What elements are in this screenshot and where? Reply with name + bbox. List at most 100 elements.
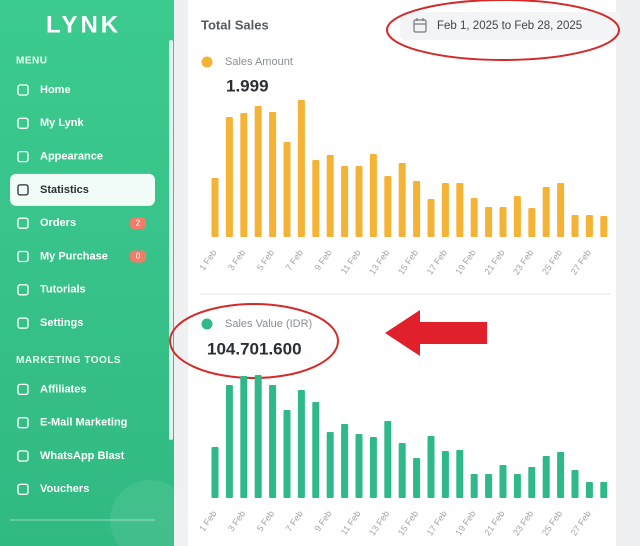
bar	[398, 163, 406, 237]
menu-item[interactable]: Appearance	[17, 150, 103, 163]
menu-item[interactable]: E-Mail Marketing	[17, 417, 127, 429]
bar	[312, 402, 320, 498]
total-value: 104.701.600	[207, 339, 302, 358]
date-range: Feb 1, 2025 to Feb 28, 2025	[437, 20, 582, 32]
logo: LYNK	[46, 11, 121, 38]
scrollbar	[169, 40, 173, 440]
bar	[225, 385, 233, 498]
arrow	[385, 310, 487, 356]
bar	[528, 467, 536, 498]
bar	[600, 482, 608, 498]
legend-dot	[201, 318, 213, 330]
bar	[269, 112, 277, 237]
bar	[326, 155, 334, 237]
bar	[427, 436, 435, 498]
menu-icon	[17, 250, 29, 263]
bar	[571, 470, 579, 498]
menu-label: WhatsApp Blast	[40, 450, 125, 462]
menu-item[interactable]: Home	[17, 84, 71, 96]
bar	[600, 216, 608, 237]
total-value: 1.999	[226, 76, 269, 95]
menu-item[interactable]: My Lynk	[17, 117, 84, 129]
badge-count: 0	[136, 252, 141, 261]
bar	[557, 452, 565, 498]
bar	[470, 198, 478, 237]
bar	[398, 443, 406, 498]
sidebar	[0, 0, 174, 546]
menu-label: Statistics	[40, 184, 89, 196]
menu-item[interactable]: Settings	[17, 317, 83, 329]
bar	[283, 142, 291, 237]
menu-icon	[17, 417, 29, 429]
bar	[413, 181, 421, 237]
badge	[130, 217, 146, 230]
menu-label: Vouchers	[40, 483, 89, 495]
bar	[585, 482, 593, 498]
menu-item[interactable]: Affiliates	[17, 383, 86, 396]
bar	[326, 432, 334, 498]
bar	[542, 456, 550, 498]
bar	[369, 154, 377, 237]
menu-label: Affiliates	[40, 383, 86, 395]
bar	[369, 437, 377, 498]
bar	[542, 187, 550, 237]
bar	[427, 199, 435, 237]
menu-icon	[17, 450, 29, 462]
legend-label: Sales Amount	[225, 56, 293, 68]
menu-item[interactable]: Vouchers	[17, 483, 89, 495]
bar	[499, 465, 507, 498]
bar	[456, 183, 464, 237]
menu-icon	[17, 284, 29, 296]
bar	[297, 100, 305, 237]
bar	[384, 421, 392, 498]
bar	[225, 117, 233, 237]
bar	[456, 450, 464, 498]
bar	[513, 196, 521, 237]
menu-icon	[17, 184, 29, 196]
bar	[269, 385, 277, 498]
menu-item[interactable]: My Purchase 0	[17, 250, 146, 263]
bar	[254, 375, 262, 498]
bar	[240, 376, 248, 498]
menu-icon	[17, 117, 29, 129]
menu-icon	[17, 383, 29, 396]
calendar-icon	[413, 18, 427, 33]
menu-label: Tutorials	[40, 284, 86, 296]
bar	[211, 447, 219, 498]
bar	[441, 183, 449, 237]
menu-label: My Purchase	[40, 250, 108, 262]
menu-icon	[17, 217, 29, 229]
date-picker[interactable]	[400, 12, 620, 40]
bar	[413, 458, 421, 498]
bar	[528, 208, 536, 237]
bar	[341, 424, 349, 498]
bar	[312, 160, 320, 237]
bar	[470, 474, 478, 498]
highlight-ellipse	[386, 0, 620, 61]
menu-item[interactable]: Tutorials	[17, 284, 86, 296]
bar	[355, 166, 363, 237]
bar	[297, 390, 305, 498]
section-title: MARKETING TOOLS	[16, 355, 121, 366]
bar	[571, 215, 579, 237]
bar	[355, 434, 363, 498]
menu-icon	[17, 84, 29, 96]
bar	[485, 207, 493, 237]
bar	[485, 474, 493, 498]
bar	[240, 113, 248, 237]
bar	[557, 183, 565, 237]
menu-item[interactable]: Orders 2	[17, 217, 146, 230]
bar	[499, 207, 507, 237]
bar	[211, 178, 219, 237]
badge	[130, 250, 146, 263]
menu-item[interactable]: Statistics	[10, 173, 155, 206]
bar	[283, 410, 291, 498]
menu-label: Appearance	[40, 151, 103, 163]
bar	[585, 215, 593, 237]
menu-label: E-Mail Marketing	[40, 417, 127, 429]
menu-item[interactable]: WhatsApp Blast	[17, 450, 125, 462]
highlight-ellipse	[169, 303, 339, 379]
menu-icon	[17, 150, 29, 163]
bar	[441, 451, 449, 498]
